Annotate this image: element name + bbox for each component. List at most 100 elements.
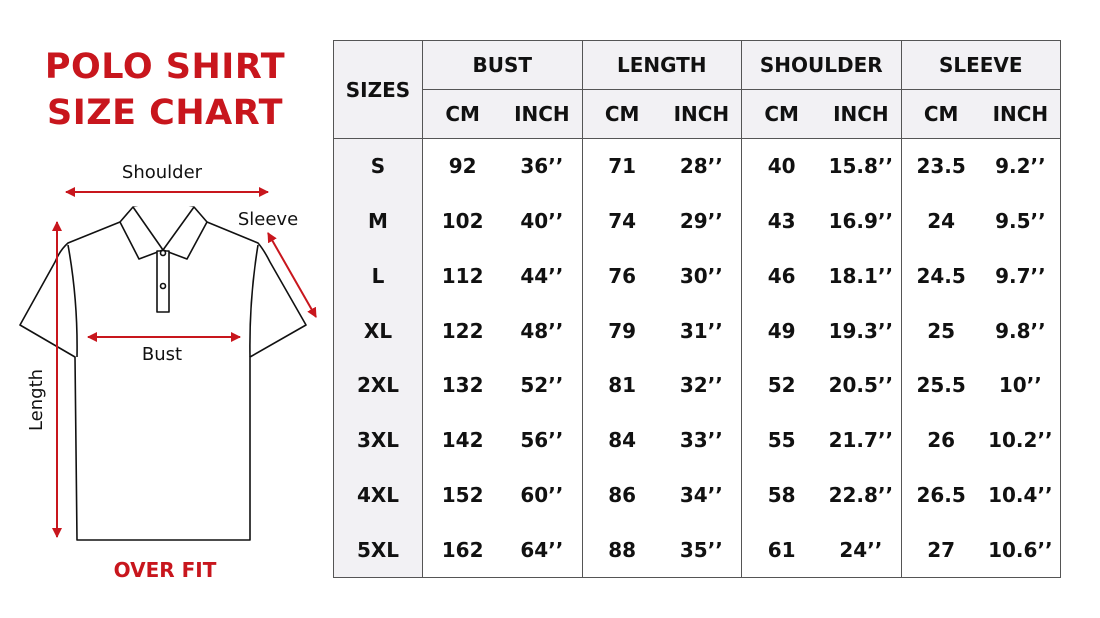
value-cell: 58 bbox=[741, 467, 822, 523]
group-header: LENGTH bbox=[581, 40, 742, 90]
shoulder-label: Shoulder bbox=[122, 162, 203, 183]
unit-header: INCH bbox=[980, 89, 1061, 139]
value-cell: 16.9’’ bbox=[821, 193, 902, 249]
value-cell: 9.5’’ bbox=[980, 193, 1061, 249]
value-cell: 88 bbox=[581, 522, 662, 579]
table-row: 3XL 142 56’’ 84 33’’ 55 21.7’’ 26 10.2’’ bbox=[333, 412, 1061, 468]
value-cell: 60’’ bbox=[502, 467, 583, 523]
value-cell: 49 bbox=[741, 303, 822, 358]
value-cell: 74 bbox=[581, 193, 662, 249]
value-cell: 31’’ bbox=[661, 303, 742, 358]
value-cell: 9.8’’ bbox=[980, 303, 1061, 358]
value-cell: 33’’ bbox=[661, 412, 742, 468]
value-cell: 152 bbox=[422, 467, 503, 523]
value-cell: 64’’ bbox=[502, 522, 583, 579]
value-cell: 40’’ bbox=[502, 193, 583, 249]
value-cell: 76 bbox=[581, 248, 662, 304]
size-cell: L bbox=[333, 248, 423, 304]
header-row-groups: SIZES BUST LENGTH SHOULDER SLEEVE bbox=[333, 40, 1061, 139]
title-line-1: POLO SHIRT bbox=[44, 47, 286, 87]
unit-header: INCH bbox=[502, 89, 583, 139]
value-cell: 56’’ bbox=[502, 412, 583, 468]
value-cell: 32’’ bbox=[661, 357, 742, 413]
value-cell: 162 bbox=[422, 522, 503, 579]
value-cell: 25.5 bbox=[900, 357, 981, 413]
size-cell: 4XL bbox=[333, 467, 423, 523]
bust-label: Bust bbox=[142, 344, 182, 365]
table-body: S 92 36’’ 71 28’’ 40 15.8’’ 23.5 9.2’’ M 102 40’’ 74… bbox=[333, 138, 1061, 579]
value-cell: 36’’ bbox=[502, 138, 583, 194]
value-cell: 25 bbox=[900, 303, 981, 358]
size-chart-table: SIZES BUST LENGTH SHOULDER SLEEVE CM INCH… bbox=[333, 40, 1061, 579]
value-cell: 35’’ bbox=[661, 522, 742, 579]
value-cell: 86 bbox=[581, 467, 662, 523]
value-cell: 10.4’’ bbox=[980, 467, 1061, 523]
value-cell: 112 bbox=[422, 248, 503, 304]
value-cell: 19.3’’ bbox=[821, 303, 902, 358]
value-cell: 9.2’’ bbox=[980, 138, 1061, 194]
sizes-header: SIZES bbox=[333, 40, 423, 139]
value-cell: 24.5 bbox=[900, 248, 981, 304]
fit-label: OVER FIT bbox=[113, 558, 217, 582]
size-cell: S bbox=[333, 138, 423, 194]
length-label: Length bbox=[26, 369, 47, 431]
value-cell: 28’’ bbox=[661, 138, 742, 194]
header-row-units: CM INCH CM INCH CM INCH CM INCH bbox=[334, 89, 1061, 139]
value-cell: 55 bbox=[741, 412, 822, 468]
value-cell: 34’’ bbox=[661, 467, 742, 523]
value-cell: 71 bbox=[581, 138, 662, 194]
value-cell: 26 bbox=[900, 412, 981, 468]
shirt-outline bbox=[19, 206, 307, 541]
value-cell: 10.2’’ bbox=[980, 412, 1061, 468]
value-cell: 22.8’’ bbox=[821, 467, 902, 523]
sleeve-arrow bbox=[267, 232, 317, 318]
value-cell: 10’’ bbox=[980, 357, 1061, 413]
value-cell: 21.7’’ bbox=[821, 412, 902, 468]
title-line-2: SIZE CHART bbox=[46, 93, 284, 133]
value-cell: 23.5 bbox=[900, 138, 981, 194]
value-cell: 81 bbox=[581, 357, 662, 413]
unit-header: CM bbox=[581, 89, 662, 139]
value-cell: 52’’ bbox=[502, 357, 583, 413]
value-cell: 92 bbox=[422, 138, 503, 194]
value-cell: 20.5’’ bbox=[821, 357, 902, 413]
value-cell: 26.5 bbox=[900, 467, 981, 523]
size-cell: M bbox=[333, 193, 423, 249]
polo-shirt-diagram: Shoulder Sleeve Bust Length bbox=[19, 162, 317, 541]
table-row: 4XL 152 60’’ 86 34’’ 58 22.8’’ 26.5 10.4’’ bbox=[333, 467, 1061, 523]
group-header: SLEEVE bbox=[900, 40, 1061, 90]
table-row: M 102 40’’ 74 29’’ 43 16.9’’ 24 9.5’’ bbox=[333, 193, 1061, 249]
value-cell: 48’’ bbox=[502, 303, 583, 358]
size-cell: 5XL bbox=[333, 522, 423, 579]
value-cell: 10.6’’ bbox=[980, 522, 1061, 579]
value-cell: 29’’ bbox=[661, 193, 742, 249]
value-cell: 132 bbox=[422, 357, 503, 413]
sleeve-label: Sleeve bbox=[238, 209, 298, 230]
value-cell: 27 bbox=[900, 522, 981, 579]
value-cell: 61 bbox=[741, 522, 822, 579]
size-cell: XL bbox=[333, 303, 423, 358]
group-header: BUST bbox=[422, 40, 583, 90]
unit-header: CM bbox=[741, 89, 822, 139]
table-row: L 112 44’’ 76 30’’ 46 18.1’’ 24.5 9.7’’ bbox=[333, 248, 1061, 304]
size-cell: 3XL bbox=[333, 412, 423, 468]
value-cell: 40 bbox=[741, 138, 822, 194]
group-header: SHOULDER bbox=[741, 40, 902, 90]
table-row: 2XL 132 52’’ 81 32’’ 52 20.5’’ 25.5 10’’ bbox=[333, 357, 1061, 413]
value-cell: 43 bbox=[741, 193, 822, 249]
value-cell: 15.8’’ bbox=[821, 138, 902, 194]
unit-header: INCH bbox=[661, 89, 742, 139]
value-cell: 102 bbox=[422, 193, 503, 249]
value-cell: 24 bbox=[900, 193, 981, 249]
value-cell: 142 bbox=[422, 412, 503, 468]
value-cell: 30’’ bbox=[661, 248, 742, 304]
page-title: POLO SHIRT SIZE CHART bbox=[20, 44, 310, 136]
value-cell: 52 bbox=[741, 357, 822, 413]
table-row: XL 122 48’’ 79 31’’ 49 19.3’’ 25 9.8’’ bbox=[333, 303, 1061, 358]
value-cell: 84 bbox=[581, 412, 662, 468]
unit-header: CM bbox=[900, 89, 981, 139]
unit-header: INCH bbox=[821, 89, 902, 139]
value-cell: 9.7’’ bbox=[980, 248, 1061, 304]
size-cell: 2XL bbox=[333, 357, 423, 413]
value-cell: 46 bbox=[741, 248, 822, 304]
